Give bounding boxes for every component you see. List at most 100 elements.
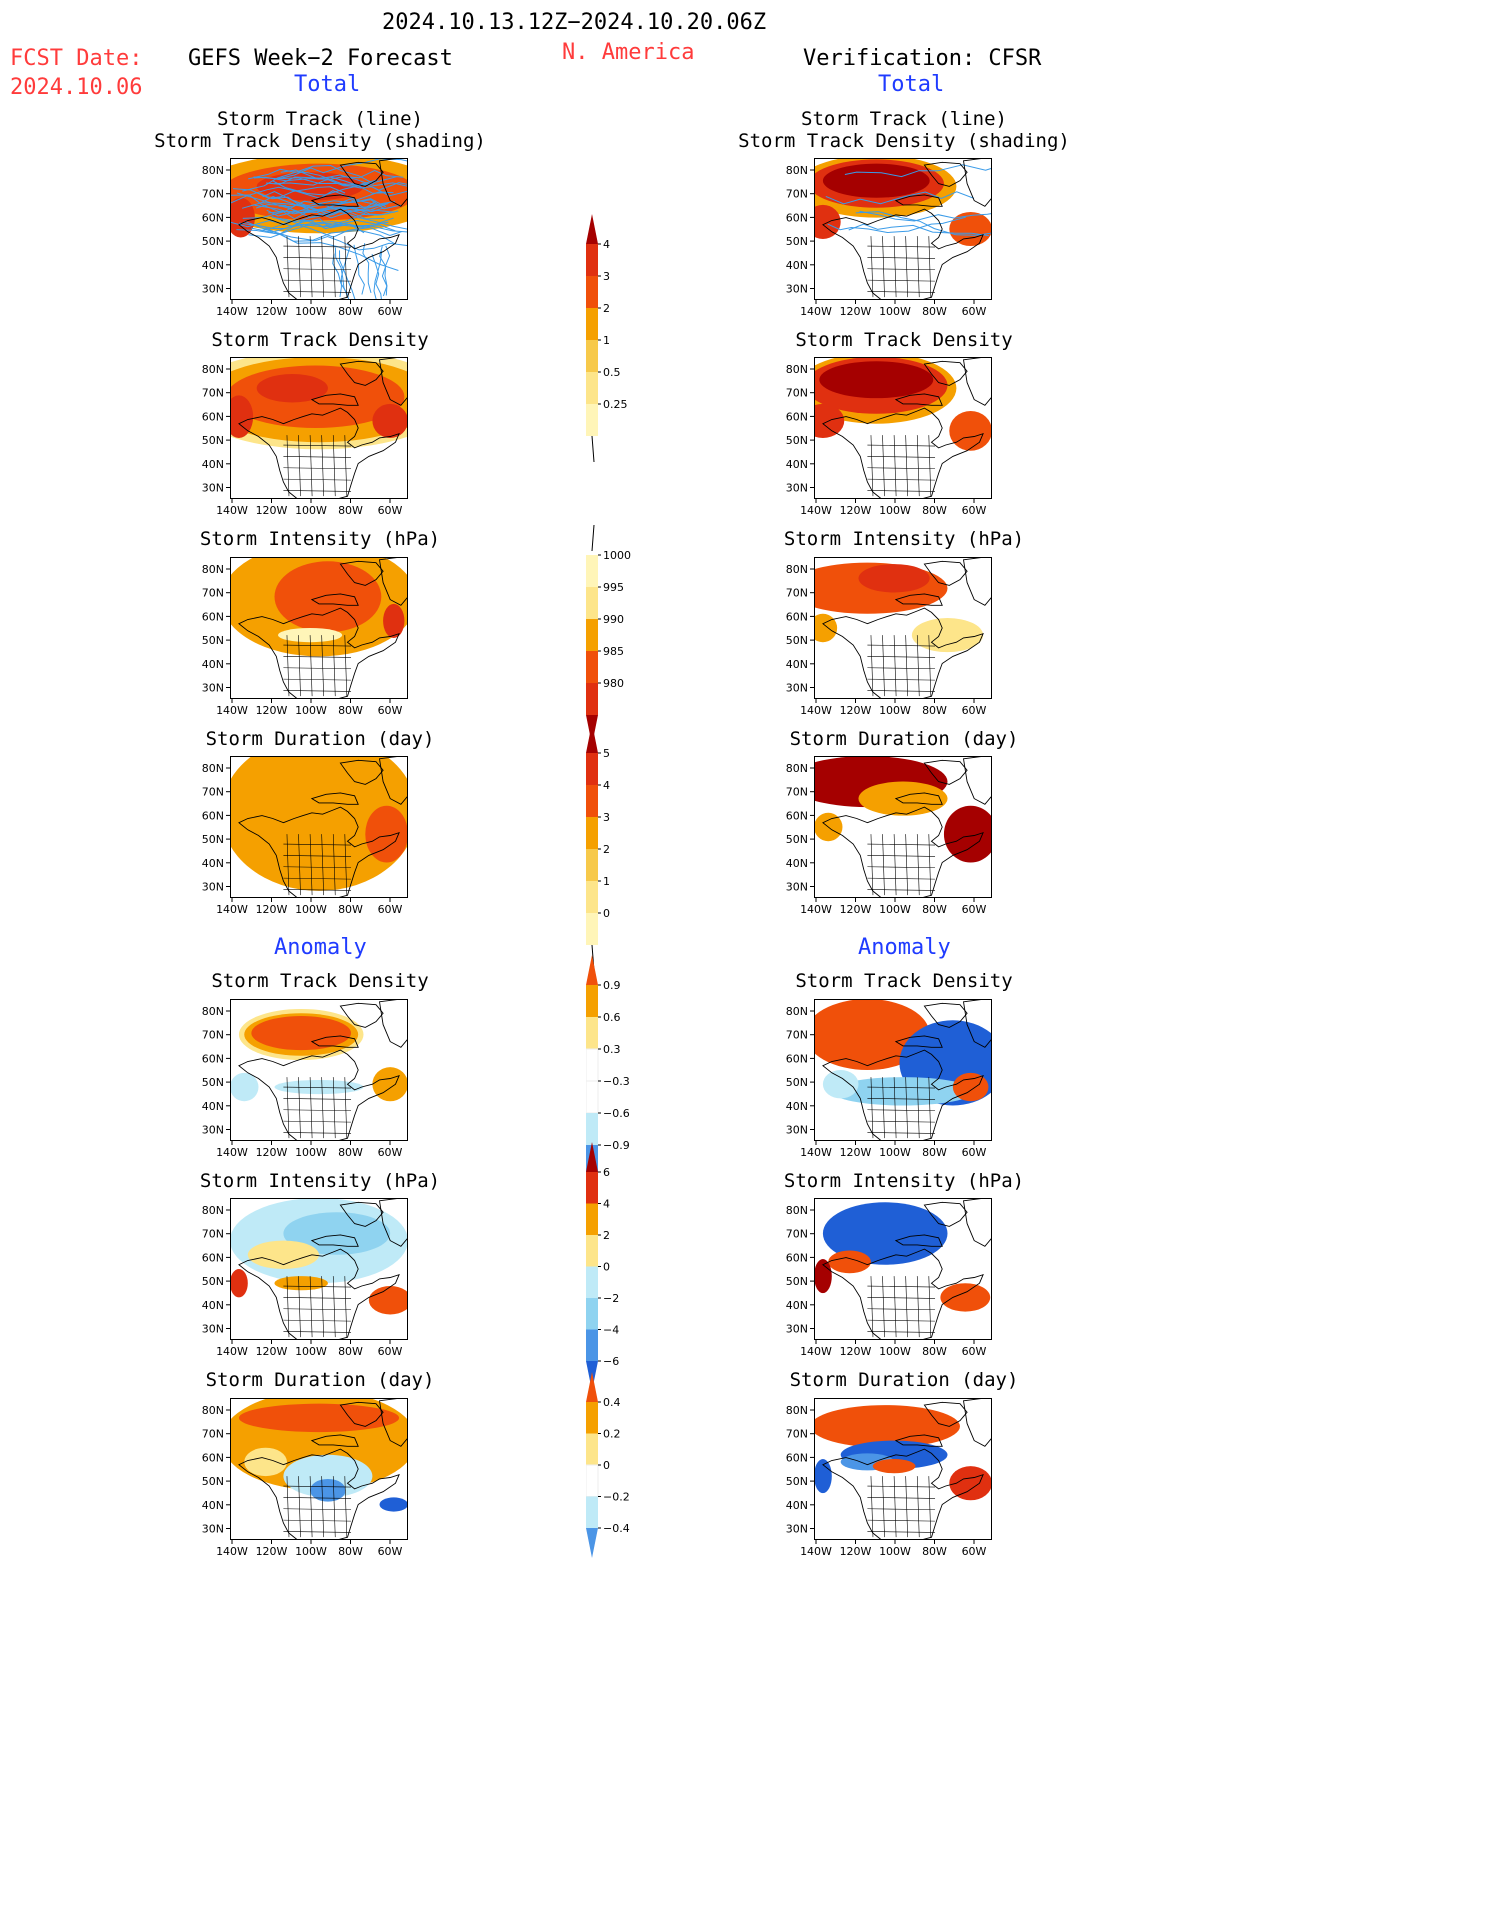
lat-label: 60N <box>202 410 224 423</box>
colorbar-segment <box>586 1113 598 1145</box>
storm-track-line <box>827 216 966 234</box>
map-verif-anom-density: 80N 70N 60N 50N 40N 30N 140W 120W 100W 80W 60W <box>786 999 994 1159</box>
lon-label: 80W <box>922 704 947 717</box>
shading-region <box>858 564 930 593</box>
state-border <box>916 435 920 497</box>
lon-label: 60W <box>962 1345 987 1358</box>
colorbar-label: 0.4 <box>603 1396 621 1409</box>
date-range-title: 2024.10.13.12Z−2024.10.20.06Z <box>382 10 767 35</box>
lon-label: 120W <box>840 305 872 318</box>
coastline <box>923 1401 968 1427</box>
fcst-label: FCST Date: <box>10 46 143 71</box>
storm-track-line <box>248 168 379 186</box>
map-frame <box>230 158 408 300</box>
lon-label: 140W <box>216 504 248 517</box>
coastline <box>339 1201 384 1227</box>
coastline <box>310 393 359 406</box>
shading-region <box>819 361 934 399</box>
right-anom-duration-title: Storm Duration (day) <box>789 1369 1019 1391</box>
shading-region <box>814 1405 960 1448</box>
state-border <box>867 1132 936 1134</box>
state-border <box>332 1077 336 1139</box>
storm-track-line <box>241 202 388 212</box>
lat-label: 60N <box>786 610 808 623</box>
coastline <box>378 999 408 1048</box>
coastline <box>962 357 992 406</box>
state-border <box>867 456 936 458</box>
lat-label: 40N <box>786 1499 808 1512</box>
state-border <box>321 1077 324 1139</box>
state-border <box>867 291 936 293</box>
map-frame <box>230 1198 408 1340</box>
map-frame <box>814 1398 992 1540</box>
state-border <box>928 635 932 697</box>
state-border <box>867 245 936 248</box>
state-border <box>283 843 352 846</box>
shading-region <box>814 1259 832 1294</box>
lat-label: 50N <box>786 1475 808 1488</box>
coastline <box>310 792 359 805</box>
colorbar-tail <box>591 524 595 552</box>
state-border <box>928 834 932 896</box>
coastline <box>238 1248 400 1340</box>
coastline <box>310 593 359 606</box>
shading-region <box>247 1240 319 1269</box>
state-border <box>867 1319 936 1322</box>
lat-label: 60N <box>202 211 224 224</box>
lon-label: 120W <box>256 1545 288 1558</box>
lon-label: 100W <box>879 1545 911 1558</box>
colorbar-label: −6 <box>603 1355 619 1368</box>
lat-label: 40N <box>786 458 808 471</box>
storm-track-line <box>353 244 365 295</box>
state-border <box>916 1276 920 1338</box>
lon-label: 120W <box>256 305 288 318</box>
lat-label: 80N <box>786 164 808 177</box>
colorbar-label: 5 <box>603 747 610 760</box>
right-density-title: Storm Track Density <box>795 329 1013 351</box>
state-border <box>283 1285 352 1288</box>
state-border <box>905 236 908 298</box>
left-total-label: Total <box>294 72 361 97</box>
state-border <box>867 444 936 447</box>
lon-label: 80W <box>338 1545 363 1558</box>
shading-region <box>256 374 328 403</box>
right-column-title: Verification: CFSR <box>803 46 1042 71</box>
lon-label: 120W <box>256 1345 288 1358</box>
shading-region <box>274 1276 328 1291</box>
state-border <box>867 690 936 692</box>
colorbar-arrow-top <box>586 723 598 753</box>
colorbar-label: 0 <box>603 1261 610 1274</box>
shading-region <box>278 628 343 643</box>
map-forecast-intensity: 80N 70N 60N 50N 40N 30N 140W 120W 100W 80W 60W <box>202 557 410 717</box>
left-track-shading-title: Storm Track Density (shading) <box>154 130 486 152</box>
state-border <box>321 635 324 697</box>
state-border <box>283 444 352 447</box>
lon-label: 140W <box>800 305 832 318</box>
state-border <box>283 456 352 458</box>
colorbar-label: 3 <box>603 270 610 283</box>
state-border <box>867 279 936 282</box>
lon-label: 80W <box>922 1345 947 1358</box>
shading-region <box>230 1072 259 1102</box>
map-forecast-anom-density: 80N 70N 60N 50N 40N 30N 140W 120W 100W 80W 60W <box>202 999 410 1159</box>
state-border <box>283 866 352 869</box>
lon-label: 140W <box>800 704 832 717</box>
lat-label: 50N <box>202 1275 224 1288</box>
lat-label: 70N <box>786 786 808 799</box>
lon-label: 120W <box>256 903 288 916</box>
map-verif-track: 80N 70N 60N 50N 40N 30N 140W 120W 100W 80W 60W <box>786 158 994 318</box>
shading-region <box>365 805 408 863</box>
lat-label: 30N <box>202 1523 224 1536</box>
coastline <box>310 1434 359 1447</box>
state-border <box>916 1476 920 1538</box>
right-duration-title: Storm Duration (day) <box>789 728 1019 750</box>
state-border <box>283 690 352 692</box>
storm-track-line <box>259 195 402 210</box>
coastline <box>339 1401 384 1427</box>
lon-label: 60W <box>378 504 403 517</box>
lon-label: 120W <box>840 903 872 916</box>
state-border <box>867 1285 936 1288</box>
state-border <box>905 834 908 896</box>
colorbar-segment <box>586 404 598 436</box>
lat-label: 70N <box>786 188 808 201</box>
